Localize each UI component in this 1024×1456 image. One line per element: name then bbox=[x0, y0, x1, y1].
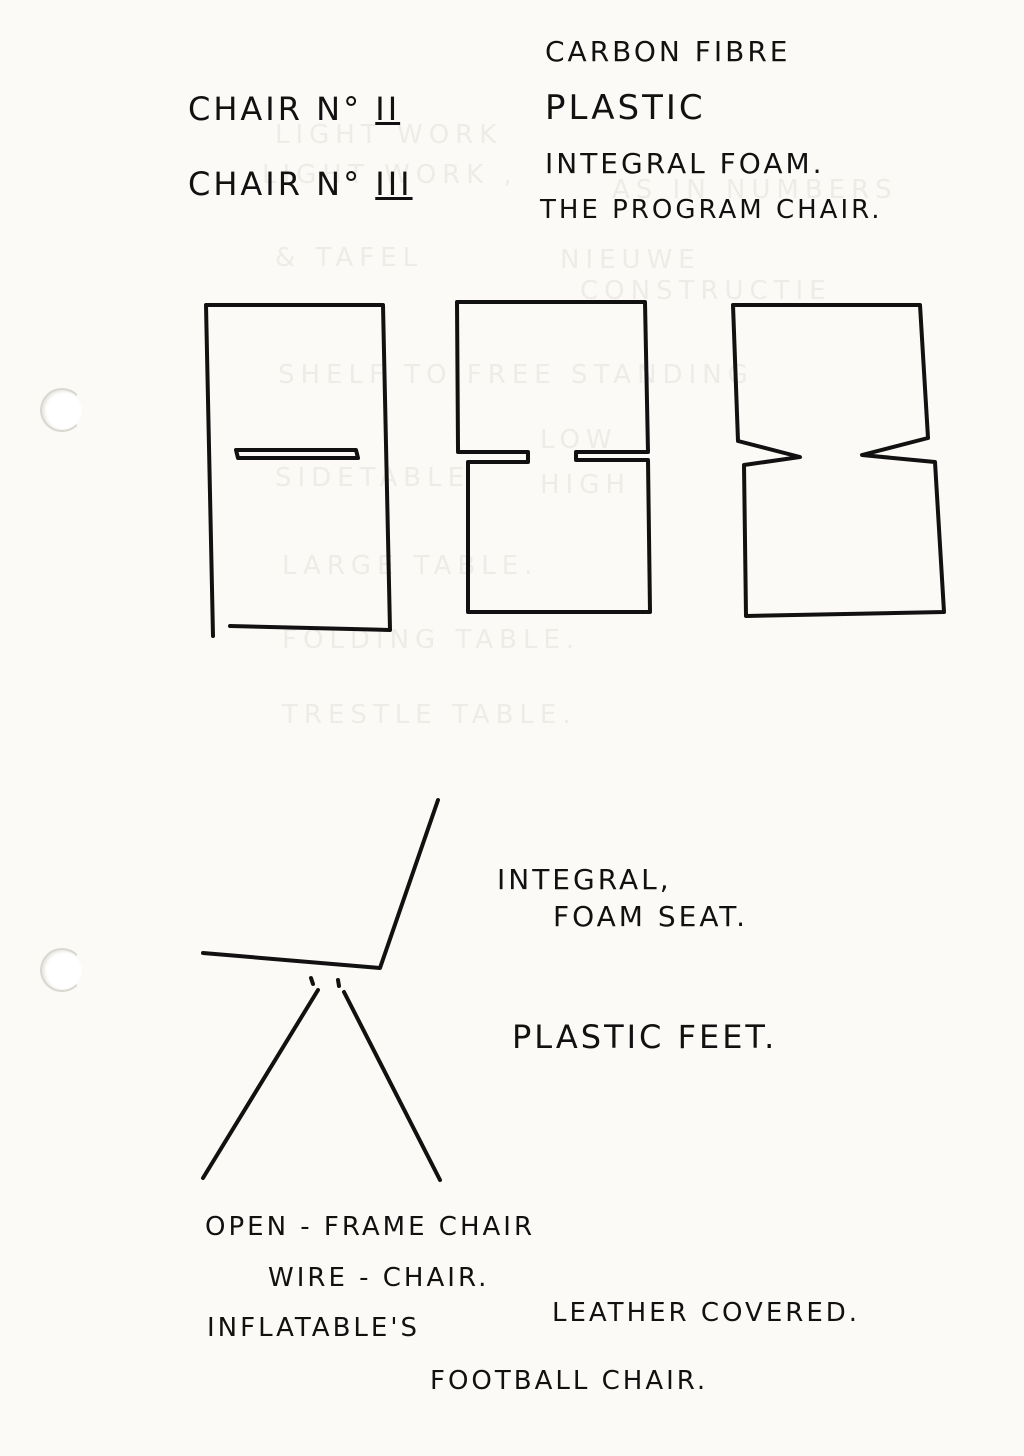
binder-hole-top bbox=[40, 388, 84, 432]
show-through-text: LARGE TABLE. bbox=[282, 551, 539, 581]
panel-sketch-slot bbox=[204, 303, 392, 638]
show-through-text: LIGHT WORK bbox=[275, 120, 503, 150]
note-open-frame: OPEN - FRAME CHAIR bbox=[205, 1212, 536, 1242]
note-program-chair: THE PROGRAM CHAIR. bbox=[540, 195, 883, 225]
show-through-text: TRESTLE TABLE. bbox=[282, 700, 577, 730]
note-plastic: PLASTIC bbox=[545, 88, 706, 128]
show-through-text: LIGHT WORK , bbox=[262, 160, 518, 190]
note-leather-covered: LEATHER COVERED. bbox=[552, 1298, 861, 1328]
show-through-text: SIDETABLE bbox=[275, 463, 471, 493]
note-chair-3-number: III bbox=[375, 165, 413, 203]
show-through-text: HIGH bbox=[540, 470, 631, 500]
note-wire-chair: WIRE - CHAIR. bbox=[268, 1263, 490, 1293]
binder-hole-bottom bbox=[40, 948, 84, 992]
note-chair-3-label: CHAIR N° III bbox=[188, 165, 413, 203]
note-integral: INTEGRAL, bbox=[497, 863, 672, 896]
panel-sketch-split bbox=[455, 300, 652, 614]
show-through-text: AS IN NUMBERS bbox=[612, 175, 898, 205]
panel-sketch-notched bbox=[731, 303, 946, 618]
note-football-chair: FOOTBALL CHAIR. bbox=[430, 1366, 709, 1396]
show-through-text: NIEUWE bbox=[560, 245, 701, 275]
show-through-text: & TAFEL bbox=[275, 243, 424, 273]
note-foam-seat: FOAM SEAT. bbox=[553, 900, 748, 933]
note-chair-2-number: II bbox=[375, 90, 401, 128]
chair-side-view-sketch bbox=[201, 798, 442, 1182]
note-plastic-feet: PLASTIC FEET. bbox=[512, 1018, 778, 1056]
note-carbon-fibre: CARBON FIBRE bbox=[545, 35, 791, 68]
note-integral-foam: INTEGRAL FOAM. bbox=[545, 147, 825, 180]
note-inflatables: INFLATABLE'S bbox=[207, 1313, 420, 1343]
note-chair-2: CHAIR N° bbox=[188, 90, 363, 128]
note-chair-3: CHAIR N° bbox=[188, 165, 363, 203]
note-chair-2-label: CHAIR N° II bbox=[188, 90, 400, 128]
show-through-text: SHELF TO FREE STANDING bbox=[278, 360, 754, 390]
